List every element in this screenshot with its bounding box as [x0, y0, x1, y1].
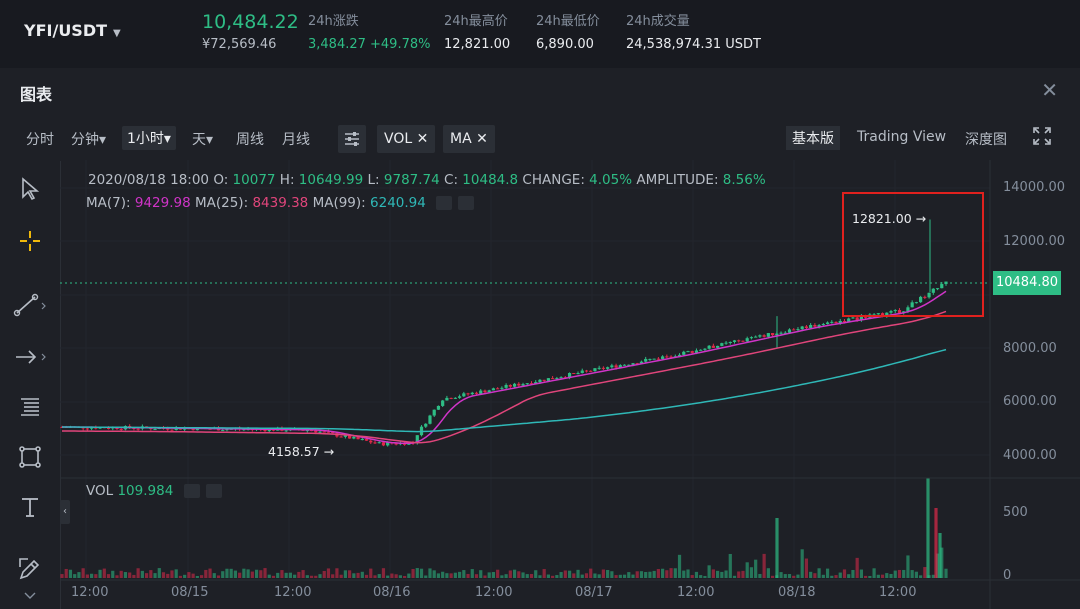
collapse-handle-icon[interactable]: ‹ — [60, 500, 70, 524]
last-price: 10,484.22 — [202, 11, 299, 33]
ticker-header: YFI/USDT ▼ 10,484.22 ¥72,569.46 24h涨跌 3,4… — [0, 0, 1080, 68]
moving-averages — [62, 290, 947, 445]
fullscreen-icon[interactable] — [1033, 127, 1051, 149]
ohlc-readout: 2020/08/18 18:00 O: 10077 H: 10649.99 L:… — [88, 172, 766, 188]
drawing-toolbar — [0, 161, 61, 609]
low-annotation: 4158.57 → — [268, 444, 335, 459]
time-axis-label: 12:00 — [879, 585, 917, 600]
fiat-price: ¥72,569.46 — [202, 37, 277, 52]
last-price-tag: 10484.80 — [993, 271, 1061, 295]
chevron-down-icon: ▼ — [113, 28, 121, 39]
vol-axis-label: 0 — [1003, 568, 1012, 583]
stat-high: 24h最高价 12,821.00 — [444, 14, 511, 52]
rectangle-icon[interactable] — [12, 441, 48, 473]
settings-icon[interactable] — [458, 196, 475, 210]
vol-readout: VOL 109.984 — [86, 483, 222, 499]
view-basic[interactable]: 基本版 — [786, 126, 840, 150]
remove-icon[interactable]: ✕ — [416, 131, 429, 147]
chart-toolbar: 分时 分钟▾ 1小时▾ 天▾ 周线 月线 VOL ✕ MA ✕ 基本版 Trad… — [0, 125, 1080, 155]
arrow-icon[interactable] — [12, 341, 48, 373]
time-axis-label: 08/15 — [171, 585, 209, 600]
indicator-ma-chip[interactable]: MA ✕ — [443, 125, 495, 153]
settings-sliders-icon[interactable] — [338, 125, 366, 153]
high-annotation: 12821.00 → — [852, 211, 927, 226]
interval-time-sharing[interactable]: 分时 — [26, 132, 54, 148]
chevron-down-icon[interactable] — [12, 587, 48, 605]
time-axis-label: 12:00 — [71, 585, 109, 600]
time-axis-label: 08/16 — [373, 585, 411, 600]
time-axis-label: 12:00 — [677, 585, 715, 600]
price-axis-label: 12000.00 — [1003, 234, 1066, 249]
pencil-icon[interactable] — [12, 553, 48, 585]
time-axis-label: 12:00 — [475, 585, 513, 600]
interval-1h[interactable]: 1小时▾ — [122, 126, 176, 150]
price-axis-label: 8000.00 — [1003, 341, 1057, 356]
text-icon[interactable] — [12, 491, 48, 523]
stat-low: 24h最低价 6,890.00 — [536, 14, 600, 52]
volume-bars — [60, 478, 948, 578]
highlight-box — [842, 192, 984, 317]
price-axis-label: 14000.00 — [1003, 180, 1066, 195]
interval-week[interactable]: 周线 — [236, 132, 264, 148]
interval-minute[interactable]: 分钟▾ — [71, 132, 107, 148]
pair-selector[interactable]: YFI/USDT ▼ — [24, 21, 121, 40]
price-axis-label: 4000.00 — [1003, 448, 1057, 463]
stat-change: 24h涨跌 3,484.27 +49.78% — [308, 14, 431, 52]
panel-title: 图表 — [20, 85, 53, 104]
chart-panel: 图表 ✕ 分时 分钟▾ 1小时▾ 天▾ 周线 月线 VOL ✕ MA ✕ 基本版… — [0, 68, 1080, 609]
stat-volume: 24h成交量 24,538,974.31 USDT — [626, 14, 761, 52]
fib-icon[interactable] — [12, 391, 48, 423]
candles — [60, 219, 948, 447]
price-axis-label: 6000.00 — [1003, 394, 1057, 409]
interval-month[interactable]: 月线 — [282, 132, 310, 148]
chart-grid — [60, 160, 990, 580]
close-icon[interactable]: ✕ — [1041, 78, 1058, 102]
view-tradingview[interactable]: Trading View — [857, 129, 947, 145]
indicator-vol-chip[interactable]: VOL ✕ — [377, 125, 436, 153]
crosshair-icon[interactable] — [12, 225, 48, 257]
trendline-icon[interactable] — [12, 289, 48, 321]
eye-icon[interactable] — [436, 196, 453, 210]
settings-icon[interactable] — [205, 484, 222, 498]
time-axis-label: 08/17 — [575, 585, 613, 600]
ma-readout: MA(7): 9429.98 MA(25): 8439.38 MA(99): 6… — [86, 195, 475, 211]
cursor-icon[interactable] — [12, 173, 48, 205]
interval-day[interactable]: 天▾ — [192, 132, 214, 148]
view-depth[interactable]: 深度图 — [965, 132, 1007, 148]
remove-icon[interactable]: ✕ — [476, 131, 488, 147]
eye-icon[interactable] — [183, 484, 200, 498]
time-axis-label: 08/18 — [778, 585, 816, 600]
vol-axis-label: 500 — [1003, 505, 1028, 520]
time-axis-label: 12:00 — [274, 585, 312, 600]
